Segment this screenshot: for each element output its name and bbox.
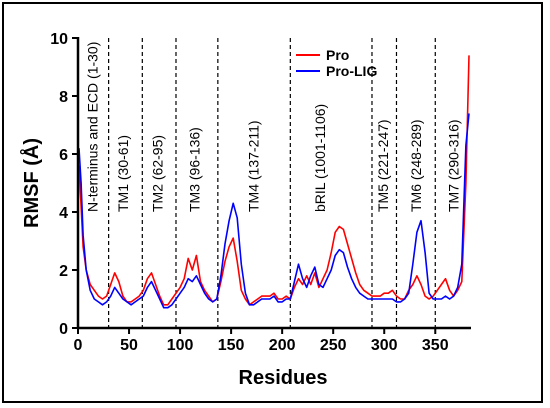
region-label: TM5 (221-247) (375, 119, 391, 212)
region-label: TM4 (137-211) (246, 120, 262, 212)
y-tick-label: 0 (59, 321, 68, 338)
y-tick-label: 4 (59, 205, 68, 222)
region-label: TM1 (30-61) (115, 135, 131, 212)
x-tick-label: 0 (74, 337, 83, 354)
x-tick-label: 100 (167, 337, 194, 354)
y-tick-label: 6 (59, 147, 68, 164)
region-label: TM6 (248-289) (408, 119, 424, 212)
legend-label: Pro-LIG (326, 63, 377, 79)
x-tick-label: 350 (422, 337, 449, 354)
region-label: TM2 (62-95) (150, 135, 166, 212)
series-line-pro-lig (78, 113, 470, 309)
x-tick-label: 300 (371, 337, 398, 354)
region-label: N-terminus and ECD (1-30) (84, 42, 100, 212)
x-tick-label: 150 (218, 337, 245, 354)
region-label: TM3 (96-136) (186, 127, 202, 212)
y-tick-label: 2 (59, 263, 68, 280)
y-tick-label: 10 (50, 31, 68, 48)
region-labels: N-terminus and ECD (1-30) TM1 (30-61) TM2 … (84, 42, 461, 212)
x-axis-label: Residues (239, 367, 328, 389)
region-dividers (108, 38, 436, 328)
y-tick-label: 8 (59, 89, 68, 106)
figure-frame (2, 2, 543, 403)
y-axis-label: RMSF (Å) (19, 138, 43, 228)
x-tick-label: 50 (120, 337, 138, 354)
series-lines (78, 55, 470, 309)
legend-label: Pro (326, 47, 349, 63)
region-label: TM7 (290-316) (446, 119, 462, 212)
axes (76, 37, 471, 330)
x-tick-label: 200 (269, 337, 296, 354)
x-tick-label: 250 (320, 337, 347, 354)
region-label: bRIL (1001-1106) (312, 104, 328, 212)
